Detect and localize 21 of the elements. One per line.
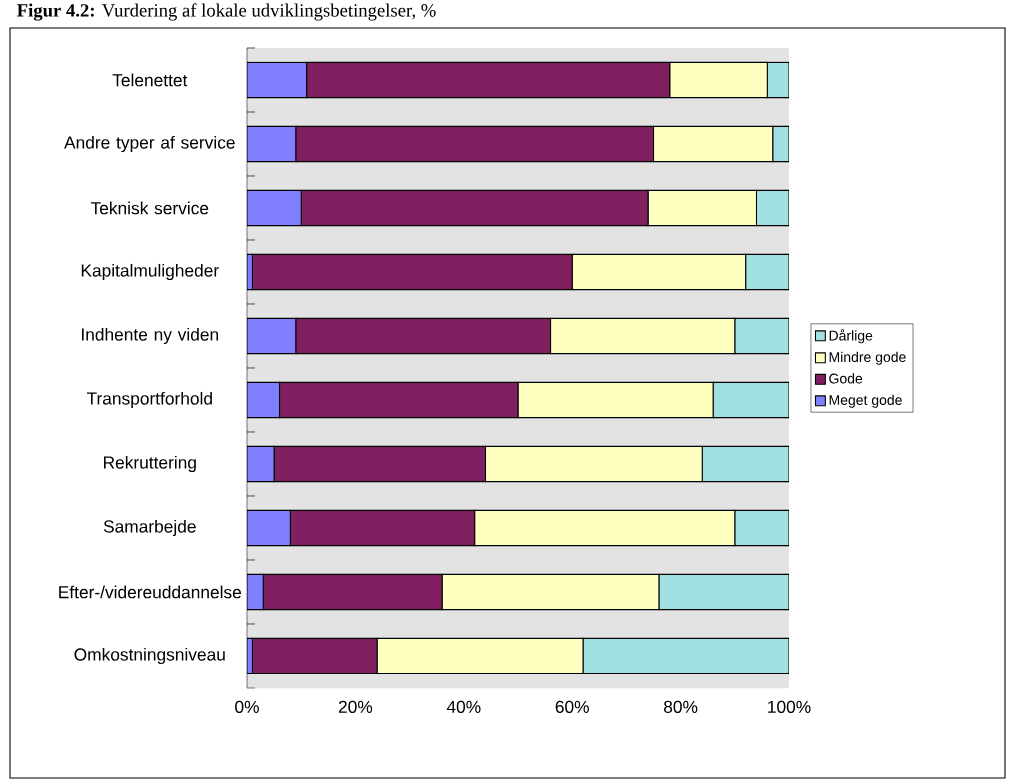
- x-tick-label: 80%: [664, 700, 698, 713]
- y-tick-label: Transportforhold: [86, 391, 212, 409]
- chart-title: Figur 4.2: Vurdering af lokale udviklingsbetingelser, %: [17, 3, 436, 21]
- y-tick-label: Andre typer af service: [64, 135, 235, 153]
- legend-label: Meget gode: [829, 394, 902, 408]
- y-tick-label: Indhente ny viden: [82, 327, 219, 345]
- y-tick-label: Efter-/videreuddannelse: [59, 585, 242, 599]
- x-tick-label: 60%: [555, 700, 589, 713]
- x-tick-label: 40%: [446, 700, 481, 713]
- y-tick-label: Samarbejde: [103, 519, 196, 537]
- legend-label: Gode: [829, 373, 863, 384]
- x-tick-label: 0%: [235, 700, 259, 713]
- legend-label: Dårlige: [829, 329, 873, 344]
- y-tick-label: Teknisk service: [90, 201, 209, 215]
- y-tick-label: Omkostningsniveau: [74, 647, 225, 665]
- y-tick-label: Telenettet: [112, 73, 188, 87]
- y-tick-label: Rekruttering: [104, 455, 196, 473]
- legend-label: Mindre gode: [829, 351, 906, 365]
- x-tick-label: 100%: [768, 700, 811, 713]
- x-tick-label: 20%: [338, 700, 373, 713]
- y-tick-label: Kapitalmuligheder: [81, 263, 219, 281]
